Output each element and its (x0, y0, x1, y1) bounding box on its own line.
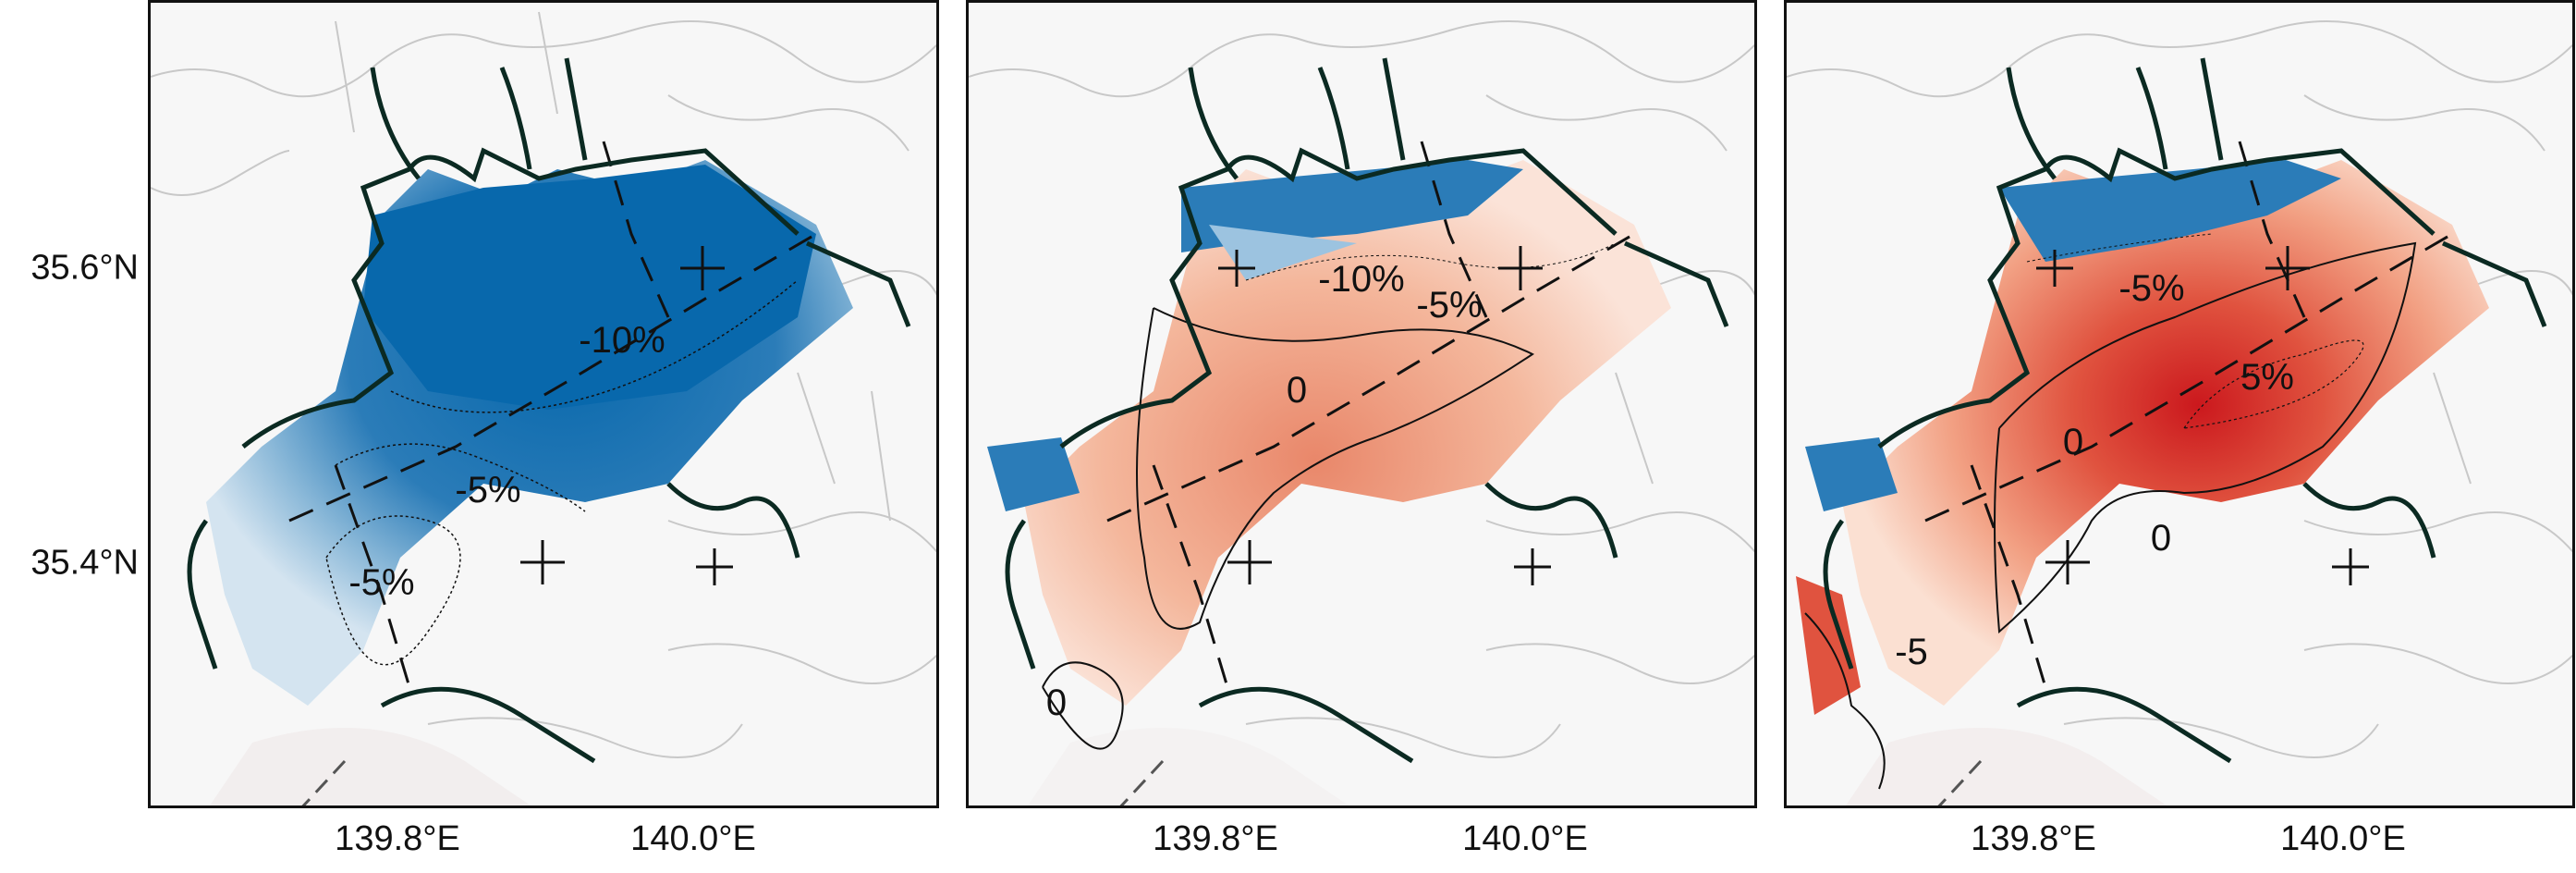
lon-label-140-0: 140.0°E (630, 819, 756, 858)
map-panel-3-svg: -5% 5% 0 0 -5 (1787, 20, 2572, 805)
boundary-line (301, 759, 347, 805)
contour-label: -5% (455, 470, 520, 510)
contour-lines (1042, 242, 1617, 750)
boundary-line (1119, 759, 1165, 805)
map-panel-2-svg: -10% -5% 0 0 (969, 20, 1754, 805)
anomaly-field (206, 160, 853, 805)
transect-lines (288, 141, 817, 688)
coastline (187, 57, 911, 764)
contour-lines (1804, 233, 2417, 790)
anomaly-field (987, 160, 1671, 805)
municipal-borders (151, 11, 936, 758)
contour-label: 0 (2151, 518, 2171, 559)
contour-label: -5% (2118, 268, 2184, 309)
lon-label-140-0: 140.0°E (1462, 819, 1588, 858)
station-markers (1218, 246, 1551, 585)
transect-lines (1106, 141, 1635, 688)
lat-label-35-4: 35.4°N (31, 543, 139, 583)
lat-label-35-6: 35.6°N (31, 248, 139, 288)
anomaly-field (1796, 160, 2489, 805)
station-markers (2036, 246, 2369, 585)
map-panel-1-svg: -10% -5% -5% (151, 11, 936, 805)
contour-label: 0 (1287, 370, 1307, 411)
contour-label: -5 (1895, 632, 1928, 672)
boundary-line (1937, 759, 1983, 805)
lon-label-139-8: 139.8°E (1153, 819, 1278, 858)
coastline (1823, 57, 2547, 764)
coastline (1005, 57, 1729, 764)
contour-label: -10% (579, 320, 665, 361)
map-panel-3: -5% 5% 0 0 -5 (1784, 0, 2575, 808)
municipal-borders (1787, 20, 2572, 758)
contour-label: 0 (1046, 682, 1067, 723)
map-panel-2: -10% -5% 0 0 (966, 0, 1757, 808)
contour-label: -5% (1416, 285, 1482, 326)
lon-label-139-8: 139.8°E (335, 819, 460, 858)
lon-label-139-8: 139.8°E (1971, 819, 2096, 858)
lon-label-140-0: 140.0°E (2280, 819, 2406, 858)
contour-label: -5% (348, 562, 414, 603)
contour-label: 5% (2240, 357, 2294, 398)
transect-lines (1924, 141, 2453, 688)
contour-lines (325, 279, 799, 666)
station-markers (520, 246, 733, 585)
municipal-borders (969, 20, 1754, 758)
map-panel-1: -10% -5% -5% (148, 0, 939, 808)
contour-label: -10% (1318, 259, 1404, 300)
contour-label: 0 (2063, 422, 2083, 462)
